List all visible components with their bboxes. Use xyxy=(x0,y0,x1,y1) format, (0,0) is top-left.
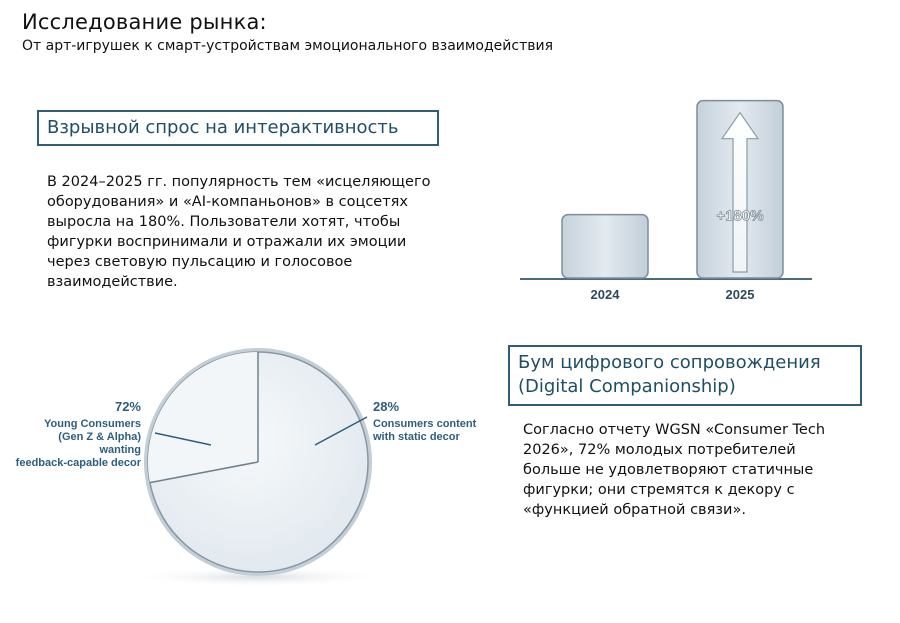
slice-label-young: Young Consumers(Gen Z & Alpha)wantingint… xyxy=(15,418,142,469)
consumer-pie-chart: 72% Young Consumers (Gen Z & Alpha) wantin… xyxy=(15,348,477,587)
up-arrow-icon xyxy=(720,111,760,273)
slice-divider-1 xyxy=(149,461,259,484)
section2-heading-line2: (Digital Companionship) xyxy=(518,376,736,397)
section1-heading: Взрывной спрос на интерактивность xyxy=(37,110,439,146)
growth-bar-chart: 2024 2025 +180% xyxy=(520,99,812,302)
tick-label-2024: 2024 xyxy=(591,287,621,302)
slice-label-young-percent: 72% xyxy=(115,399,141,414)
section2-text: Согласно отчету WGSN «Consumer Tech 2026… xyxy=(523,422,826,518)
pie-slice-28 xyxy=(148,352,258,483)
slice-label-static-percent: 28% xyxy=(373,399,399,414)
bar-2024 xyxy=(561,213,649,279)
pie-shadow xyxy=(128,567,388,587)
bars-group: 2024 2025 +180% xyxy=(561,99,784,302)
leader-line-young xyxy=(154,432,212,446)
section2-heading: Бум цифрового сопровождения (Digital Com… xyxy=(508,345,862,406)
growth-annotation: +180% xyxy=(716,208,763,225)
pie-group xyxy=(144,348,372,576)
section2-heading-line1: Бум цифрового сопровождения xyxy=(518,352,821,373)
slice-label-static: Consumers content with static decor xyxy=(372,418,477,443)
page-title: Исследование рынка: xyxy=(22,10,267,34)
tick-label-2025: 2025 xyxy=(726,287,755,302)
section1-text: В 2024–2025 гг. популярность тем «исцеля… xyxy=(47,174,431,290)
page-subtitle: От арт-игрушек к смарт-устройствам эмоци… xyxy=(22,38,554,54)
leader-line-static xyxy=(314,416,368,446)
